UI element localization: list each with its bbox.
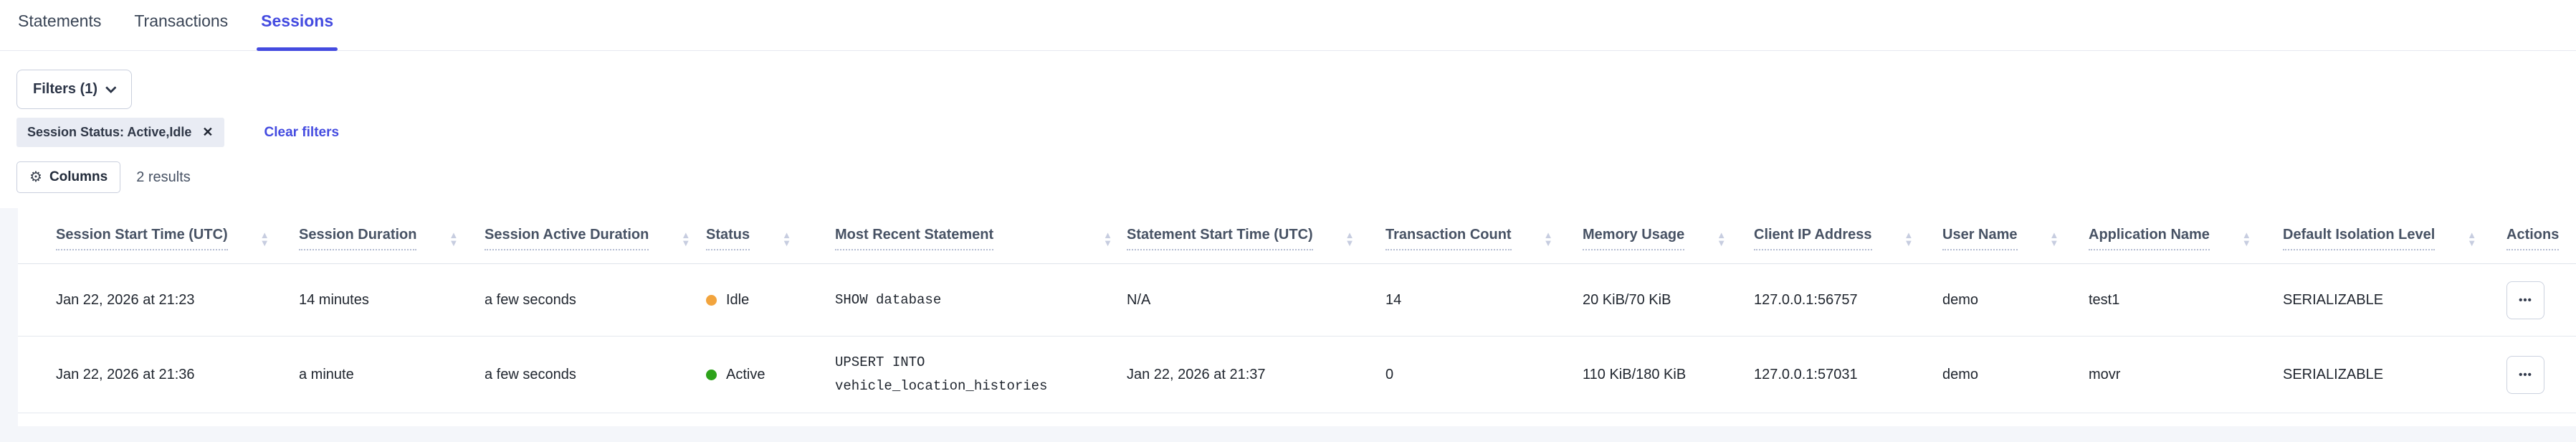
close-icon[interactable]: ✕ <box>202 125 214 139</box>
table-row: Jan 22, 2026 at 21:23 14 minutes a few s… <box>18 264 2576 337</box>
chevron-down-icon <box>105 82 117 94</box>
tab-bar: Statements Transactions Sessions <box>0 0 2576 51</box>
row-actions-button[interactable]: ••• <box>2506 355 2544 394</box>
cell-status: Idle <box>706 264 835 337</box>
column-header-transaction-count[interactable]: Transaction Count ▲ ▼ <box>1385 208 1583 264</box>
column-header-user-name[interactable]: User Name ▲ ▼ <box>1942 208 2089 264</box>
columns-button-label: Columns <box>49 169 108 184</box>
cell-memory-usage: 20 KiB/70 KiB <box>1583 291 1671 308</box>
tab-transactions[interactable]: Transactions <box>134 11 229 30</box>
sort-icon[interactable]: ▲ ▼ <box>681 229 691 248</box>
cell-session-start-time: Jan 22, 2026 at 21:36 <box>56 366 195 382</box>
sessions-table: Session Start Time (UTC) ▲ ▼ Session Durat… <box>18 208 2576 413</box>
cell-status: Active <box>706 337 835 413</box>
column-header-actions: Actions <box>2506 208 2576 264</box>
columns-button[interactable]: ⚙ Columns <box>16 161 121 193</box>
column-header-session-start-time[interactable]: Session Start Time (UTC) ▲ ▼ <box>18 208 299 264</box>
cell-session-duration: 14 minutes <box>299 291 369 308</box>
cell-user-name: demo <box>1942 291 1979 308</box>
cell-session-duration: a minute <box>299 366 354 382</box>
cell-actions: ••• <box>2506 264 2576 337</box>
sort-icon[interactable]: ▲ ▼ <box>449 229 459 248</box>
table-header-row: Session Start Time (UTC) ▲ ▼ Session Durat… <box>18 208 2576 264</box>
column-header-most-recent-statement[interactable]: Most Recent Statement ▲ ▼ <box>835 208 1127 264</box>
columns-toolbar: ⚙ Columns 2 results <box>16 161 2576 193</box>
table-row: Jan 22, 2026 at 21:36 a minute a few sec… <box>18 337 2576 413</box>
filter-chip-row: Session Status: Active,Idle ✕ Clear filt… <box>16 118 2576 147</box>
column-header-session-active-duration[interactable]: Session Active Duration ▲ ▼ <box>485 208 706 264</box>
sort-icon[interactable]: ▲ ▼ <box>782 229 791 248</box>
filters-button-label: Filters (1) <box>33 81 98 97</box>
status-label: Idle <box>726 291 750 308</box>
cell-user-name: demo <box>1942 366 1979 382</box>
row-actions-button[interactable]: ••• <box>2506 281 2544 319</box>
column-header-client-ip[interactable]: Client IP Address ▲ ▼ <box>1754 208 1942 264</box>
cell-default-isolation-level: SERIALIZABLE <box>2283 291 2384 308</box>
sort-icon[interactable]: ▲ ▼ <box>2241 229 2251 248</box>
column-header-statement-start-time[interactable]: Statement Start Time (UTC) ▲ ▼ <box>1127 208 1385 264</box>
cell-session-active-duration: a few seconds <box>485 291 576 308</box>
cell-statement-start-time: N/A <box>1127 291 1151 308</box>
filters-button[interactable]: Filters (1) <box>16 70 133 109</box>
cell-session-active-duration: a few seconds <box>485 366 576 382</box>
column-header-session-duration[interactable]: Session Duration ▲ ▼ <box>299 208 485 264</box>
cell-client-ip: 127.0.0.1:56757 <box>1754 291 1858 308</box>
gear-icon: ⚙ <box>29 169 42 185</box>
clear-filters-link[interactable]: Clear filters <box>264 124 340 140</box>
column-header-status[interactable]: Status ▲ ▼ <box>706 208 835 264</box>
cell-transaction-count: 14 <box>1385 291 1402 308</box>
cell-most-recent-statement: SHOW database <box>835 291 942 308</box>
session-status-filter-chip: Session Status: Active,Idle ✕ <box>16 118 224 147</box>
sort-icon[interactable]: ▲ ▼ <box>1717 229 1727 248</box>
tab-statements[interactable]: Statements <box>18 11 102 30</box>
cell-client-ip: 127.0.0.1:57031 <box>1754 366 1858 382</box>
column-header-application-name[interactable]: Application Name ▲ ▼ <box>2089 208 2283 264</box>
sort-icon[interactable]: ▲ ▼ <box>1103 229 1112 248</box>
filter-chip-label: Session Status: Active,Idle <box>27 125 192 139</box>
sessions-table-card: Session Start Time (UTC) ▲ ▼ Session Durat… <box>18 208 2576 426</box>
sort-icon[interactable]: ▲ ▼ <box>1904 229 1914 248</box>
status-dot-idle <box>706 294 717 306</box>
tab-sessions[interactable]: Sessions <box>257 11 338 51</box>
status-dot-active <box>706 369 717 380</box>
cell-transaction-count: 0 <box>1385 366 1394 382</box>
cell-default-isolation-level: SERIALIZABLE <box>2283 366 2384 382</box>
sort-icon[interactable]: ▲ ▼ <box>1345 229 1355 248</box>
ellipsis-icon: ••• <box>2519 368 2532 381</box>
sort-icon[interactable]: ▲ ▼ <box>2467 229 2477 248</box>
cell-statement-start-time: Jan 22, 2026 at 21:37 <box>1127 366 1266 382</box>
results-count: 2 results <box>136 169 191 185</box>
cell-actions: ••• <box>2506 337 2576 413</box>
cell-session-start-time: Jan 22, 2026 at 21:23 <box>56 291 195 308</box>
ellipsis-icon: ••• <box>2519 293 2532 306</box>
cell-application-name: movr <box>2089 366 2121 382</box>
cell-memory-usage: 110 KiB/180 KiB <box>1583 366 1687 382</box>
sort-icon[interactable]: ▲ ▼ <box>259 229 269 248</box>
column-header-memory-usage[interactable]: Memory Usage ▲ ▼ <box>1583 208 1754 264</box>
cell-application-name: test1 <box>2089 291 2120 308</box>
sort-icon[interactable]: ▲ ▼ <box>1543 229 1553 248</box>
sort-icon[interactable]: ▲ ▼ <box>2049 229 2059 248</box>
status-label: Active <box>726 366 765 382</box>
column-header-default-isolation-level[interactable]: Default Isolation Level ▲ ▼ <box>2283 208 2506 264</box>
top-section: Statements Transactions Sessions Filters… <box>0 0 2576 208</box>
cell-most-recent-statement: UPSERT INTO vehicle_location_histories <box>835 354 1048 394</box>
